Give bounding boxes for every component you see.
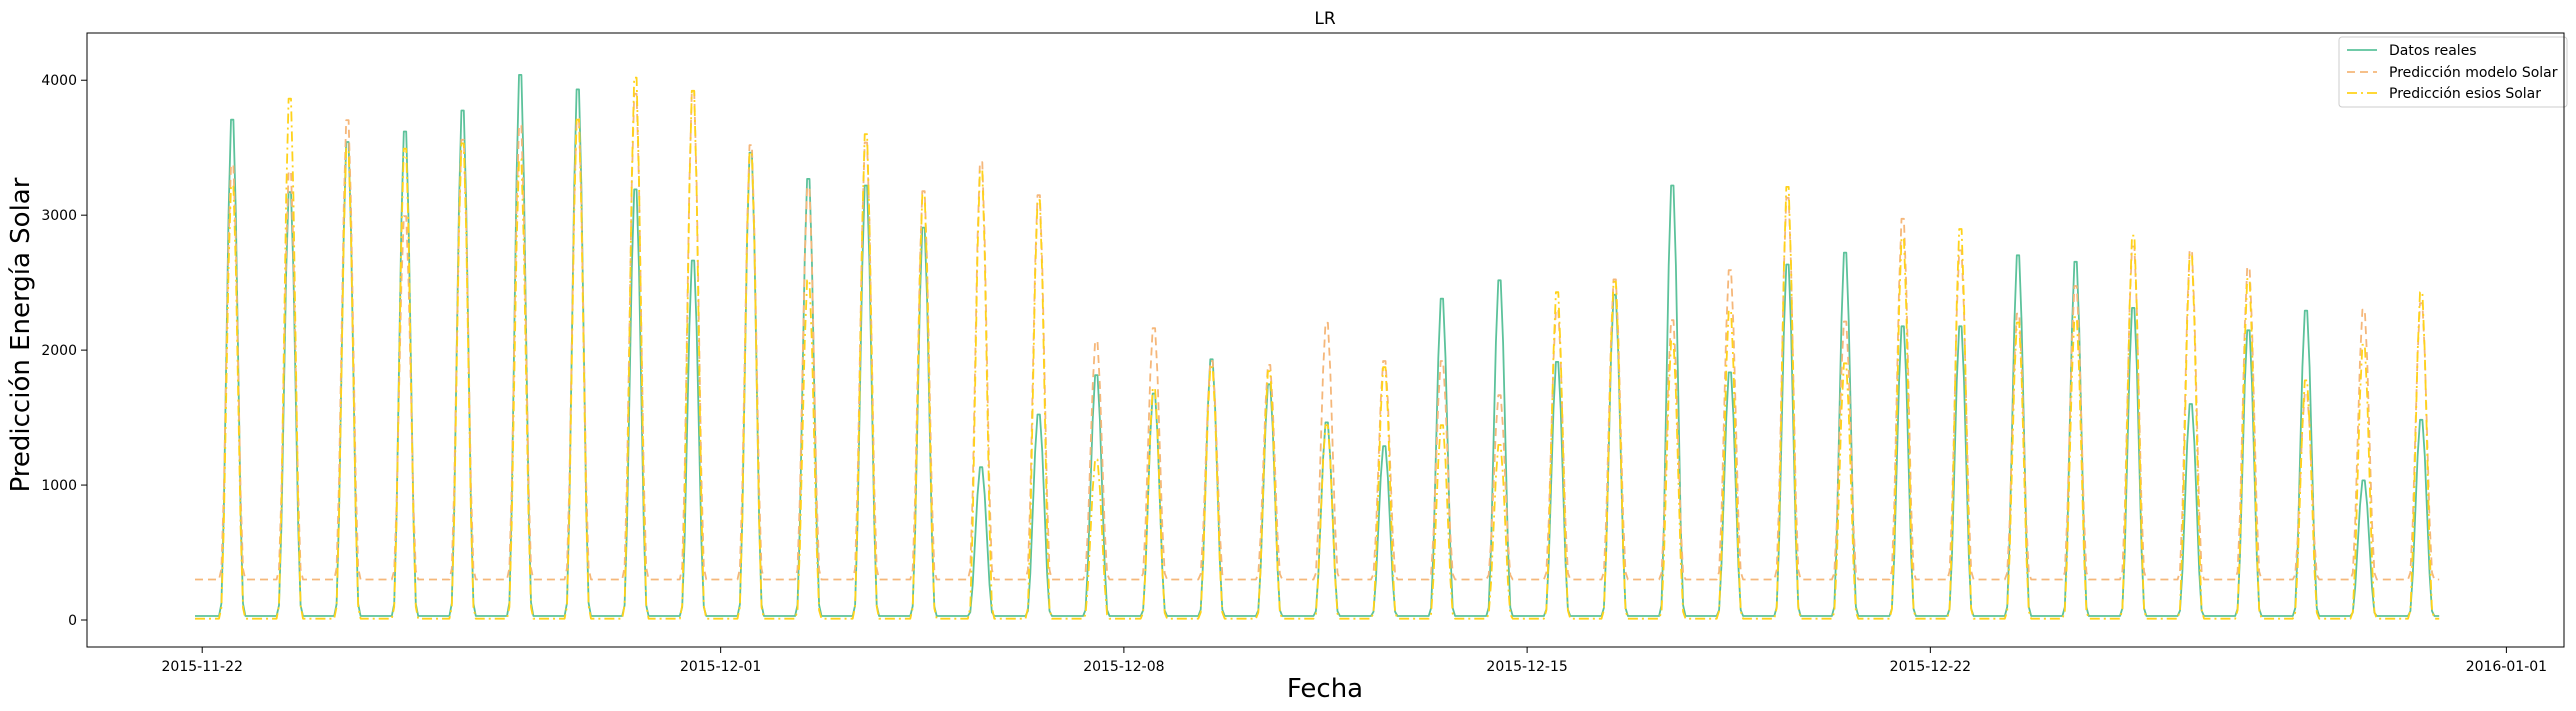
y-tick-label: 3000 bbox=[41, 208, 77, 224]
x-tick-label: 2015-12-22 bbox=[1890, 659, 1971, 675]
chart-title: LR bbox=[1314, 9, 1335, 29]
x-tick-label: 2015-12-01 bbox=[680, 659, 761, 675]
x-tick-label: 2015-11-22 bbox=[162, 659, 243, 675]
legend-label-prediccion-esios: Predicción esios Solar bbox=[2389, 86, 2541, 102]
x-axis-label: Fecha bbox=[1287, 674, 1363, 704]
legend-label-prediccion-modelo: Predicción modelo Solar bbox=[2389, 65, 2558, 81]
y-tick-label: 4000 bbox=[41, 73, 77, 89]
series-line-2 bbox=[195, 76, 2440, 620]
x-axis: 2015-11-22 2015-12-01 2015-12-08 2015-12-15… bbox=[162, 647, 2547, 675]
y-tick-label: 0 bbox=[68, 613, 77, 629]
legend-label-datos-reales: Datos reales bbox=[2389, 43, 2477, 59]
legend-box bbox=[2338, 36, 2568, 108]
legend: Datos reales Predicción modelo Solar Pre… bbox=[2338, 36, 2568, 108]
x-tick-label: 2015-12-15 bbox=[1486, 659, 1567, 675]
x-tick-label: 2016-01-01 bbox=[2466, 659, 2547, 675]
series-line-1 bbox=[195, 90, 2440, 581]
plot-area bbox=[195, 74, 2440, 620]
y-axis-label: Predicción Energía Solar bbox=[6, 177, 36, 492]
x-tick-label: 2015-12-08 bbox=[1083, 659, 1164, 675]
y-axis: 0 1000 2000 3000 4000 bbox=[41, 73, 87, 629]
y-tick-label: 2000 bbox=[41, 343, 77, 359]
y-tick-label: 1000 bbox=[41, 478, 77, 494]
plot-frame bbox=[86, 32, 2565, 648]
